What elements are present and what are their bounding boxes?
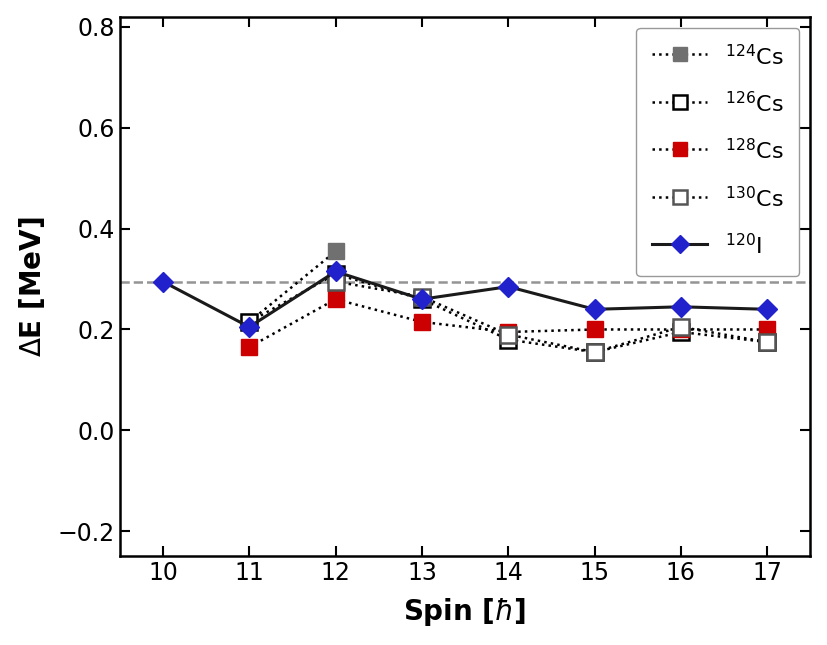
Legend: $^{124}$Cs, $^{126}$Cs, $^{128}$Cs, $^{130}$Cs, $^{120}$I: $^{124}$Cs, $^{126}$Cs, $^{128}$Cs, $^{1…: [636, 28, 799, 276]
Y-axis label: $\Delta$E [MeV]: $\Delta$E [MeV]: [17, 216, 46, 357]
X-axis label: Spin [$\hbar$]: Spin [$\hbar$]: [404, 597, 527, 628]
